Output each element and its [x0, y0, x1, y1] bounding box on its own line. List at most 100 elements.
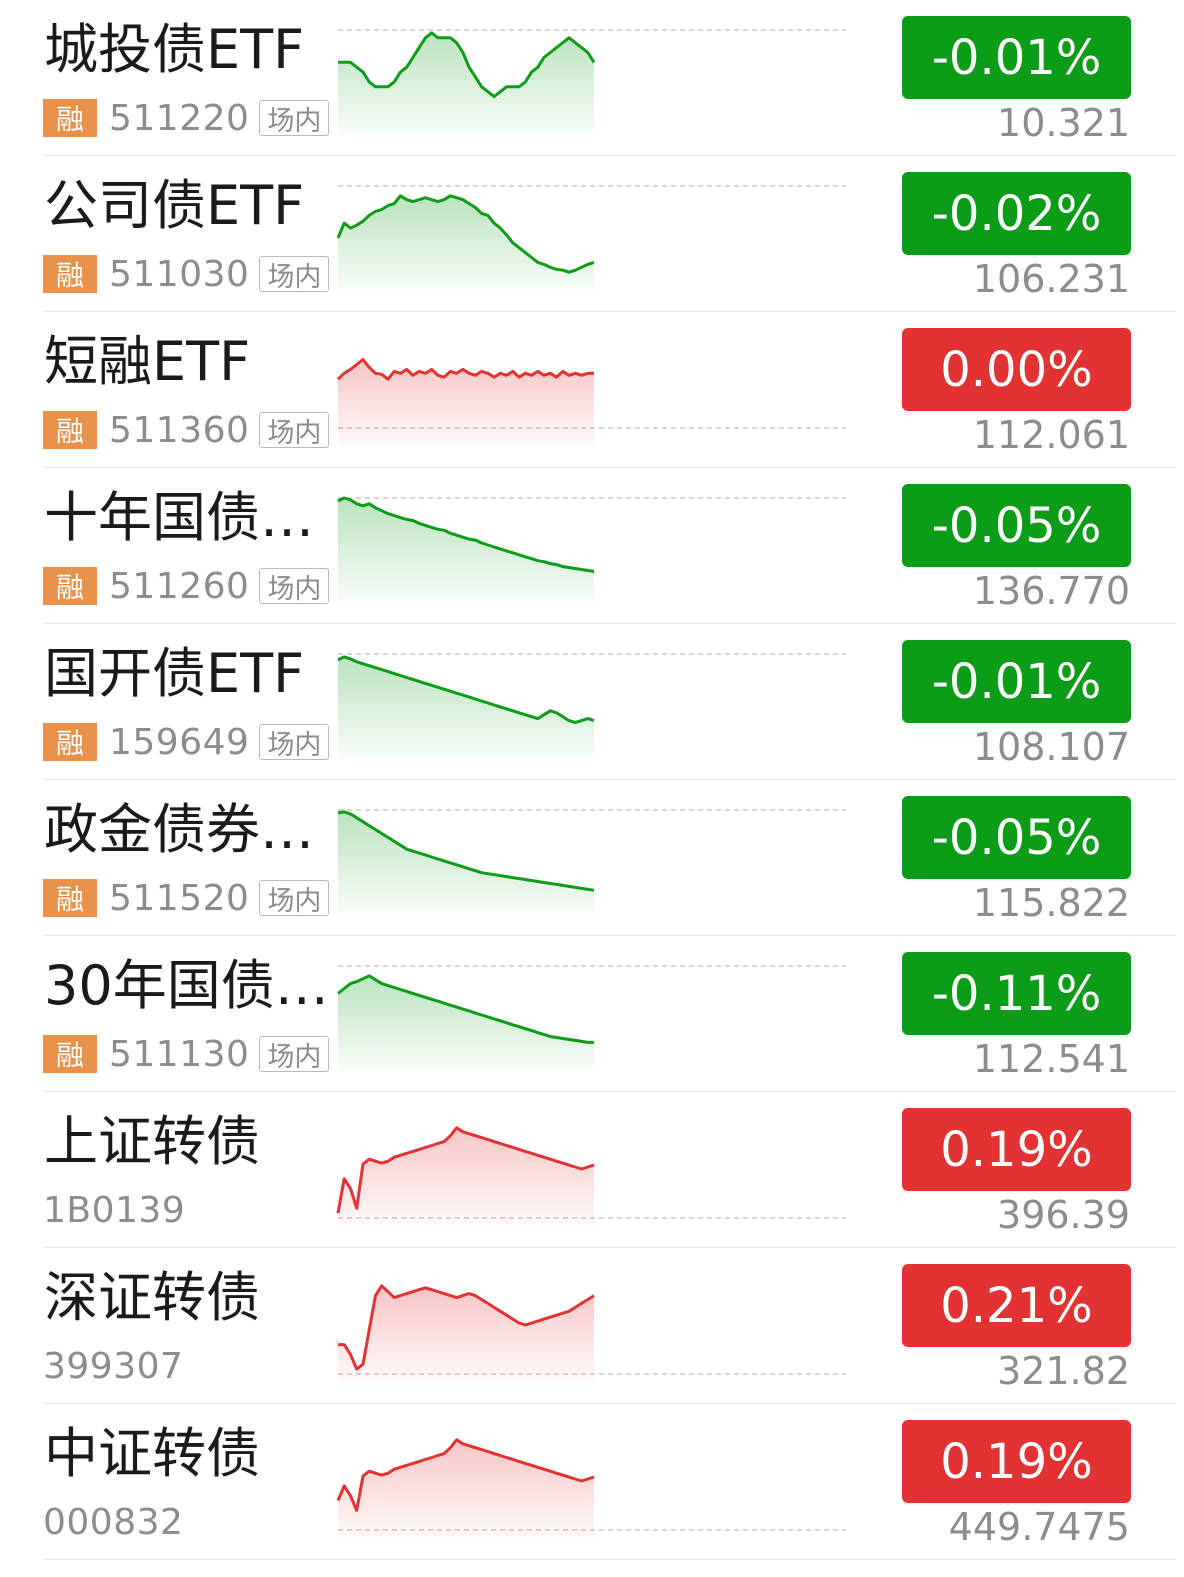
row-divider [43, 467, 1176, 468]
last-price: 115.822 [972, 881, 1130, 925]
change-percent-badge[interactable]: -0.11% [902, 952, 1131, 1035]
exchange-traded-tag: 场内 [259, 724, 330, 761]
instrument-code: 000832 [43, 1501, 184, 1543]
instrument-meta: 融 511260 场内 [43, 564, 330, 608]
sparkline-line [337, 496, 595, 573]
quote-row[interactable]: 国开债ETF 融 159649 场内 -0.01% 108.107 [0, 624, 1184, 780]
sparkline-area [338, 1439, 594, 1538]
instrument-meta: 融 159649 场内 [43, 720, 330, 764]
exchange-traded-tag: 场内 [259, 256, 330, 293]
change-percent-badge[interactable]: -0.05% [902, 484, 1131, 567]
quote-row[interactable]: 上证转债 1B0139 0.19% 396.39 [0, 1092, 1184, 1248]
last-price: 112.541 [972, 1037, 1130, 1081]
instrument-name: 上证转债 [44, 1110, 260, 1173]
sparkline-line [338, 1284, 595, 1371]
last-price: 10.321 [997, 101, 1130, 145]
sparkline-area [338, 975, 594, 1070]
intraday-sparkline [337, 653, 846, 758]
instrument-meta: 融 511130 场内 [43, 1032, 330, 1076]
sparkline-line [336, 1438, 595, 1512]
margin-trading-tag: 融 [43, 723, 97, 761]
exchange-traded-tag: 场内 [259, 568, 330, 605]
change-percent-badge[interactable]: 0.19% [902, 1420, 1131, 1503]
sparkline-area [338, 656, 594, 758]
change-percent-badge[interactable]: -0.01% [902, 16, 1131, 99]
instrument-name: 短融ETF [44, 330, 251, 393]
change-percent-badge[interactable]: 0.19% [902, 1108, 1131, 1191]
last-price: 321.82 [997, 1349, 1130, 1393]
change-percent-badge[interactable]: -0.01% [902, 640, 1131, 723]
intraday-sparkline [336, 185, 846, 290]
change-percent-badge[interactable]: 0.21% [902, 1264, 1131, 1347]
instrument-name: 政金债券ETF [44, 798, 334, 861]
margin-trading-tag: 融 [43, 1035, 97, 1073]
row-divider [43, 1247, 1176, 1248]
change-percent-badge[interactable]: 0.00% [902, 328, 1131, 411]
margin-trading-tag: 融 [43, 99, 97, 137]
row-divider [43, 779, 1176, 780]
instrument-code: 1B0139 [43, 1189, 186, 1231]
last-price: 106.231 [972, 257, 1130, 301]
margin-trading-tag: 融 [43, 567, 97, 605]
instrument-code: 511520 [109, 877, 250, 919]
sparkline-area [338, 1285, 594, 1382]
quote-row[interactable]: 城投债ETF 融 511220 场内 -0.01% 10.321 [0, 0, 1184, 156]
sparkline-line [338, 31, 596, 99]
quote-row[interactable]: 公司债ETF 融 511030 场内 -0.02% 106.231 [0, 156, 1184, 312]
change-percent-badge[interactable]: -0.05% [902, 796, 1131, 879]
instrument-code: 511030 [109, 253, 250, 295]
row-divider [43, 311, 1176, 312]
last-price: 136.770 [972, 569, 1130, 613]
sparkline-area [338, 1127, 594, 1226]
instrument-meta: 融 511030 场内 [43, 252, 330, 296]
change-percent-badge[interactable]: -0.02% [902, 172, 1131, 255]
intraday-sparkline [338, 1284, 846, 1382]
exchange-traded-tag: 场内 [259, 412, 330, 449]
sparkline-area [338, 811, 594, 914]
instrument-meta: 融 511520 场内 [43, 876, 330, 920]
instrument-name: 城投债ETF [44, 18, 305, 81]
instrument-name: 国开债ETF [44, 642, 305, 705]
instrument-code: 511360 [109, 409, 250, 451]
row-divider [43, 1091, 1176, 1092]
sparkline-area [338, 32, 594, 134]
last-price: 112.061 [972, 413, 1130, 457]
last-price: 108.107 [972, 725, 1130, 769]
exchange-traded-tag: 场内 [259, 1036, 330, 1073]
row-divider [43, 1559, 1176, 1560]
sparkline-line [336, 194, 595, 274]
quote-row[interactable]: 政金债券ETF 融 511520 场内 -0.05% 115.822 [0, 780, 1184, 936]
instrument-code: 399307 [43, 1345, 184, 1387]
quote-row[interactable]: 短融ETF 融 511360 场内 0.00% 112.061 [0, 312, 1184, 468]
intraday-sparkline [337, 496, 846, 602]
instrument-meta: 000832 [43, 1500, 183, 1544]
instrument-meta: 1B0139 [43, 1188, 185, 1232]
instrument-name: 十年国债ETF [44, 486, 334, 549]
row-divider [43, 623, 1176, 624]
exchange-traded-tag: 场内 [259, 100, 330, 137]
instrument-name: 公司债ETF [44, 174, 305, 237]
sparkline-line [337, 655, 595, 725]
margin-trading-tag: 融 [43, 411, 97, 449]
last-price: 396.39 [997, 1193, 1130, 1237]
instrument-meta: 融 511220 场内 [43, 96, 330, 140]
quote-row[interactable]: 深证转债 399307 0.21% 321.82 [0, 1248, 1184, 1404]
quote-row[interactable]: 中证转债 000832 0.19% 449.7475 [0, 1404, 1184, 1560]
row-divider [43, 1403, 1176, 1404]
instrument-code: 511220 [109, 97, 250, 139]
sparkline-line [337, 974, 594, 1044]
last-price: 449.7475 [948, 1505, 1130, 1549]
sparkline-line [336, 358, 594, 381]
intraday-sparkline [338, 29, 846, 134]
sparkline-line [336, 1126, 595, 1214]
instrument-code: 511260 [109, 565, 250, 607]
row-divider [43, 935, 1176, 936]
instrument-meta: 399307 [43, 1344, 183, 1388]
sparkline-line [337, 810, 595, 892]
row-divider [43, 155, 1176, 156]
instrument-code: 159649 [109, 721, 250, 763]
margin-trading-tag: 融 [43, 879, 97, 917]
sparkline-area [338, 195, 594, 290]
quote-row[interactable]: 十年国债ETF 融 511260 场内 -0.05% 136.770 [0, 468, 1184, 624]
